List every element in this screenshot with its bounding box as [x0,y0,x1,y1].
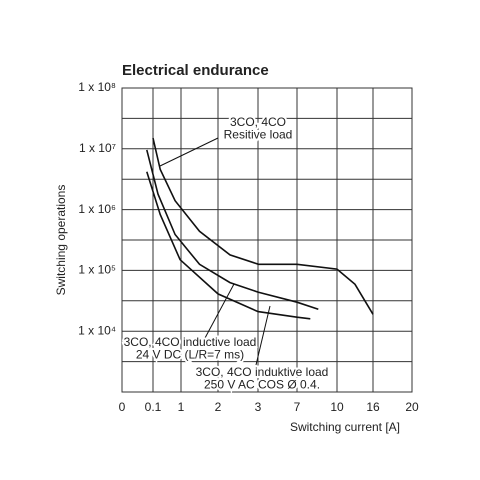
x-tick-label: 10 [330,400,344,414]
annotation: 24 V DC (L/R=7 ms) [136,348,244,362]
leaders [159,137,271,366]
x-tick-label: 16 [366,400,380,414]
y-tick-label: 1 x 10⁵ [78,263,116,277]
annotation: 3CO, 4CO induktive load [196,365,329,379]
y-tick-label: 1 x 10⁴ [78,323,116,337]
x-tick-label: 0 [119,400,126,414]
annotation: 250 V AC COS Ø 0.4. [204,378,320,392]
x-axis-title: Switching current [A] [290,420,400,434]
x-tick-label: 1 [178,400,185,414]
y-axis-title: Switching operations [54,185,68,296]
leader [204,283,235,339]
chart-title: Electrical endurance [122,62,269,79]
curve [152,137,374,315]
curve [146,149,319,310]
x-tick-label: 7 [294,400,301,414]
curve [146,171,311,320]
annotation: 3CO, 4CO [230,115,286,129]
x-tick-label: 0.1 [145,400,162,414]
annotation: 3CO, 4CO inductive load [124,335,257,349]
plot-frame [121,87,413,393]
x-tick-label: 20 [405,400,419,414]
leader [159,137,219,167]
y-tick-label: 1 x 10⁸ [78,80,116,94]
x-tick-label: 3 [255,400,262,414]
leader [255,305,271,366]
y-tick-label: 1 x 10⁷ [79,141,116,155]
y-tick-label: 1 x 10⁶ [78,202,116,216]
annotation: Resitive load [224,128,293,142]
x-tick-label: 2 [215,400,222,414]
